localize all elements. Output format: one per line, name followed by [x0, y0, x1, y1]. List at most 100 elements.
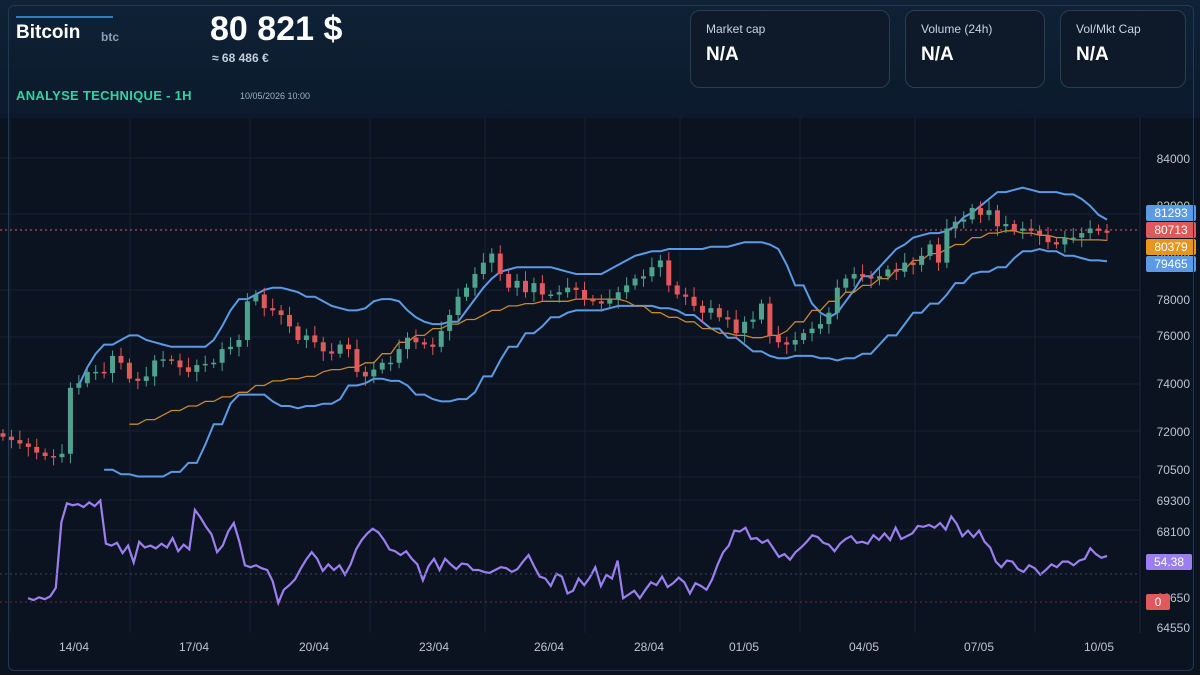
candle-body [362, 371, 368, 377]
candle-body [388, 362, 394, 365]
candle-body [674, 285, 680, 295]
candle-body [851, 274, 857, 279]
market-cap-value: N/A [706, 44, 739, 65]
candle-body [329, 351, 335, 354]
candle-body [624, 285, 630, 293]
candle-body [994, 210, 1000, 227]
candle-body [211, 362, 217, 365]
candle-body [489, 253, 495, 263]
price-label: 80379 [1154, 240, 1188, 254]
asset-price: 80 821 $ [210, 10, 343, 48]
candle-body [683, 294, 689, 297]
y-tick-label: 70500 [1157, 463, 1191, 477]
x-tick-label: 04/05 [849, 640, 879, 654]
candle-body [312, 335, 318, 343]
candle-body [25, 443, 31, 447]
candle-body [76, 383, 82, 388]
x-tick-label: 26/04 [534, 640, 564, 654]
candle-body [34, 446, 40, 453]
y-tick-label: 69300 [1157, 494, 1191, 508]
candle-body [548, 294, 554, 296]
candle-body [565, 287, 571, 293]
candle-body [1070, 237, 1076, 240]
y-tick-label: 76000 [1157, 329, 1191, 343]
candle-body [152, 360, 158, 377]
candle-body [615, 292, 621, 300]
bollinger-upper-line [77, 186, 1108, 386]
candle-body [303, 335, 309, 340]
candle-body [278, 310, 284, 315]
candle-body [640, 276, 646, 279]
candle-body [169, 359, 175, 361]
y-tick-label: 78000 [1157, 293, 1191, 307]
analysis-datetime: 10/05/2026 10:00 [240, 91, 311, 101]
candle-body [986, 210, 992, 215]
candle-body [607, 299, 613, 304]
price-label-bg [1146, 256, 1196, 272]
asset-name: Bitcoin [16, 22, 81, 43]
lower-tick-label: 64550 [1157, 621, 1191, 635]
candle-body [860, 274, 866, 277]
candle-body [893, 269, 899, 272]
volume-label: Volume (24h) [921, 22, 993, 36]
candle-body [497, 253, 503, 275]
candle-body [708, 308, 714, 313]
candle-body [202, 363, 208, 366]
candle-body [523, 280, 529, 293]
indicator-zero-bg [1146, 594, 1170, 610]
candle-body [843, 278, 849, 288]
candle-body [101, 371, 107, 374]
candle-body [110, 355, 116, 373]
bollinger-lower-line [104, 247, 1108, 478]
candle-body [750, 319, 756, 322]
market-cap-card: Market cap N/A [690, 10, 890, 88]
candle-body [455, 296, 461, 315]
candle-body [969, 208, 975, 220]
candle-body [261, 294, 267, 309]
price-label-bg [1146, 222, 1196, 238]
candle-body [160, 359, 166, 361]
candle-body [649, 267, 655, 277]
vol-mkt-label: Vol/Mkt Cap [1076, 22, 1141, 36]
candle-body [590, 299, 596, 302]
candle-body [919, 255, 925, 265]
accent-line [16, 16, 113, 18]
candle-body [792, 340, 798, 345]
candle-body [691, 296, 697, 306]
candle-body [910, 262, 916, 265]
candle-body [952, 221, 958, 229]
candle-body [253, 294, 259, 302]
candle-body [354, 349, 360, 372]
candle-body [371, 369, 377, 377]
candle-body [337, 344, 343, 354]
candle-body [767, 303, 773, 336]
x-tick-label: 17/04 [179, 640, 209, 654]
candle-body [784, 342, 790, 345]
x-tick-label: 23/04 [419, 640, 449, 654]
candle-body [287, 314, 293, 327]
candle-body [927, 244, 933, 256]
candle-body [0, 433, 6, 437]
candle-body [817, 324, 823, 329]
candle-body [421, 342, 427, 345]
candle-body [1045, 235, 1051, 243]
indicator-zero-label: 0 [1155, 595, 1162, 609]
price-label: 80713 [1154, 223, 1188, 237]
candle-body [346, 344, 352, 350]
candle-body [573, 287, 579, 290]
candle-body [531, 283, 537, 293]
volume-value: N/A [921, 44, 954, 65]
candle-body [598, 301, 604, 304]
candle-body [961, 219, 967, 222]
candle-body [194, 365, 200, 372]
candle-body [438, 330, 444, 347]
candle-body [1087, 228, 1093, 234]
candle-body [118, 355, 124, 363]
candle-body [480, 262, 486, 275]
candle-body [1062, 237, 1068, 245]
candle-body [413, 337, 419, 343]
candle-body [725, 317, 731, 320]
candle-body [657, 260, 663, 268]
candle-body [177, 360, 183, 368]
x-tick-label: 20/04 [299, 640, 329, 654]
